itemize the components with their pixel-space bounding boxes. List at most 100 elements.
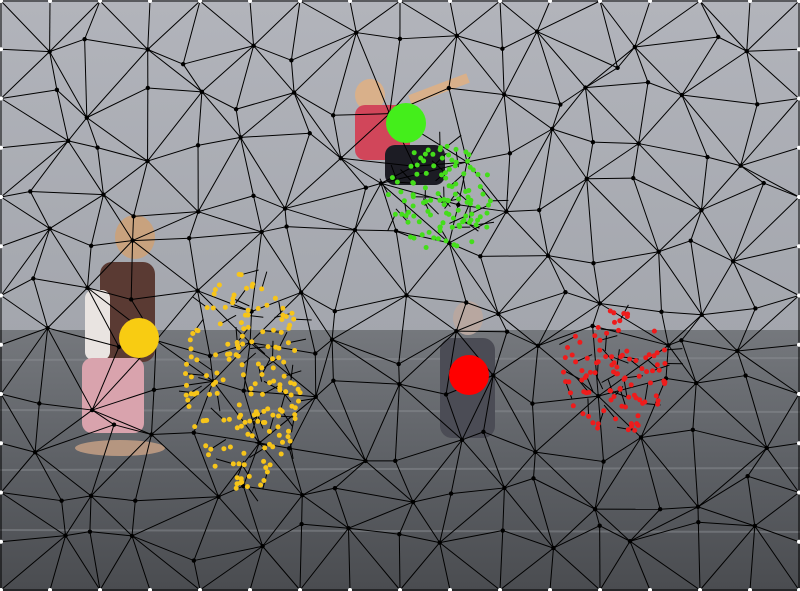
mesh-edge <box>193 560 201 591</box>
cluster-edge <box>210 407 225 421</box>
cluster-edge <box>565 371 583 381</box>
cluster-point <box>280 439 285 445</box>
cluster-point <box>411 235 417 241</box>
mesh-edge <box>333 380 400 385</box>
cluster-point <box>286 428 291 434</box>
mesh-edge <box>499 0 538 32</box>
mesh-vertex <box>597 523 602 528</box>
cluster-edge <box>450 173 465 187</box>
mesh-edge <box>147 49 184 65</box>
cluster-edge <box>559 335 576 345</box>
mesh-edge <box>638 94 683 144</box>
cluster-point <box>385 192 391 198</box>
cluster-point <box>221 417 227 423</box>
cluster-point <box>487 198 493 204</box>
cluster-point <box>477 214 483 220</box>
cluster-point <box>440 220 446 226</box>
cluster-point <box>230 461 236 467</box>
mesh-edge <box>665 377 697 384</box>
cluster-point <box>279 408 285 414</box>
mesh-edge <box>189 231 262 239</box>
mesh-edge <box>68 140 98 149</box>
mesh-edge <box>732 182 765 262</box>
cluster-point <box>186 404 192 409</box>
mesh-edge <box>92 389 155 411</box>
mesh-edge <box>133 160 149 217</box>
mesh-edge <box>701 209 734 262</box>
mesh-vertex <box>330 113 336 118</box>
mesh-vertex <box>744 49 749 54</box>
cluster-edge <box>645 357 660 371</box>
cluster-point <box>441 202 447 208</box>
mesh-edge <box>532 395 599 405</box>
mesh-vertex <box>446 85 452 91</box>
cluster-point <box>633 395 639 401</box>
mesh-edge <box>49 535 67 591</box>
cluster-point <box>245 307 251 313</box>
mesh-edge <box>503 94 553 130</box>
mesh-vertex <box>404 293 409 298</box>
mesh-edge <box>315 380 334 398</box>
cluster-point <box>456 196 462 202</box>
mesh-edge <box>640 382 697 438</box>
mesh-edge <box>406 242 450 296</box>
cluster-point <box>286 325 292 331</box>
cluster-point <box>270 356 275 362</box>
mesh-edge <box>332 32 357 116</box>
mesh-edge <box>754 525 800 591</box>
cluster-point <box>183 392 189 398</box>
mesh-vertex <box>456 202 461 207</box>
mesh-edge <box>584 87 594 143</box>
mesh-edge <box>199 0 254 47</box>
cluster-point <box>204 305 210 311</box>
cluster-point <box>466 152 472 158</box>
mesh-vertex <box>500 528 505 533</box>
cluster-point <box>190 331 196 336</box>
cluster-point <box>225 351 230 357</box>
mesh-edge <box>634 46 649 83</box>
mesh-edge <box>235 109 242 138</box>
mesh-edge <box>86 245 92 288</box>
mesh-edge <box>533 477 596 510</box>
mesh-edge <box>536 31 586 88</box>
mesh-edge <box>505 153 511 212</box>
cluster-point <box>561 369 566 375</box>
cluster-point <box>428 212 433 218</box>
mesh-vertex <box>507 151 513 156</box>
mesh-edge <box>585 81 649 89</box>
mesh-edge <box>197 290 252 312</box>
mesh-edge <box>482 431 505 489</box>
cluster-point <box>452 191 458 197</box>
mesh-edge <box>668 314 703 346</box>
cluster-point <box>245 431 251 437</box>
cluster-point <box>261 458 267 464</box>
cluster-point <box>579 377 585 383</box>
cluster-point <box>276 355 282 361</box>
mesh-edge <box>0 196 51 230</box>
cluster-point <box>465 158 471 164</box>
cluster-point <box>437 228 443 234</box>
mesh-edge <box>399 533 440 544</box>
mesh-edge <box>700 157 708 211</box>
mesh-edge <box>640 378 667 438</box>
mesh-vertex <box>298 588 302 591</box>
cluster-point <box>240 341 246 347</box>
mesh-edge <box>701 165 742 211</box>
cluster-edge <box>257 363 263 382</box>
mesh-vertex <box>300 492 305 498</box>
cluster-point <box>635 413 641 419</box>
cluster-point <box>281 373 287 379</box>
cluster-point <box>265 406 271 412</box>
mesh-edge <box>302 487 336 496</box>
mesh-edge <box>340 157 367 189</box>
cluster-point <box>220 377 226 383</box>
mesh-edge <box>766 447 800 493</box>
mesh-edge <box>740 165 800 198</box>
cluster-point <box>194 357 200 363</box>
cluster-point <box>270 365 276 371</box>
mesh-vertex <box>748 0 752 3</box>
cluster-point <box>252 381 258 387</box>
cluster-point <box>250 281 256 287</box>
mesh-edge <box>0 190 31 198</box>
mesh-edge <box>701 314 738 352</box>
